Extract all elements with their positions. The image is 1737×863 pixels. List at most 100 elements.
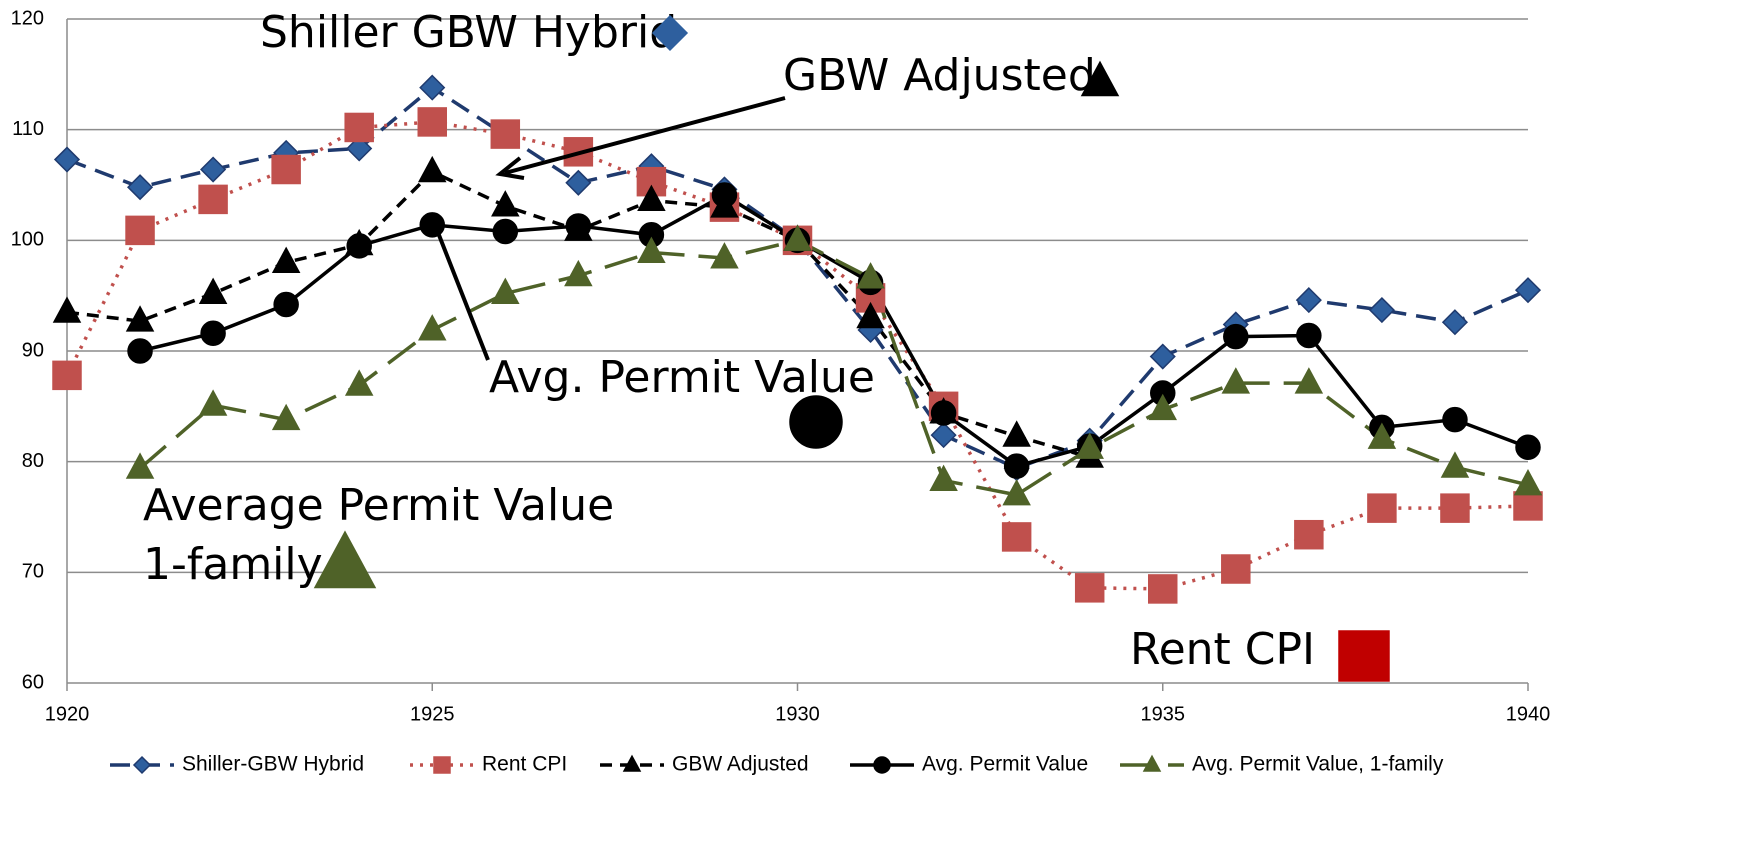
marker bbox=[273, 291, 299, 318]
marker bbox=[1002, 478, 1031, 506]
marker bbox=[127, 338, 153, 364]
marker bbox=[1074, 573, 1105, 603]
marker bbox=[53, 146, 81, 173]
marker bbox=[1001, 522, 1032, 552]
marker bbox=[856, 262, 885, 289]
y-tick-label: 70 bbox=[22, 561, 44, 583]
marker bbox=[1148, 393, 1178, 421]
marker bbox=[1338, 630, 1390, 682]
legend-label: Shiller-GBW Hybrid bbox=[182, 753, 364, 776]
marker bbox=[125, 305, 155, 332]
marker bbox=[930, 422, 957, 449]
marker bbox=[1513, 491, 1543, 521]
x-tick-label: 1925 bbox=[410, 703, 455, 725]
marker bbox=[1442, 406, 1468, 433]
arrow-head bbox=[495, 156, 525, 180]
legend-label: GBW Adjusted bbox=[672, 753, 809, 776]
marker bbox=[930, 400, 957, 426]
marker bbox=[1075, 432, 1104, 459]
marker bbox=[622, 754, 642, 772]
marker bbox=[417, 107, 447, 137]
marker bbox=[125, 452, 155, 479]
marker bbox=[1514, 277, 1542, 304]
marker bbox=[565, 213, 592, 239]
marker bbox=[198, 389, 228, 416]
marker bbox=[419, 74, 446, 101]
marker bbox=[711, 182, 738, 208]
arrow bbox=[504, 96, 786, 175]
marker bbox=[1367, 422, 1397, 449]
marker bbox=[271, 154, 301, 185]
marker bbox=[1221, 554, 1251, 584]
marker bbox=[198, 277, 228, 304]
marker bbox=[565, 169, 592, 196]
marker bbox=[1080, 60, 1120, 97]
marker bbox=[1296, 322, 1322, 349]
annotation: Rent CPI bbox=[1130, 624, 1315, 675]
marker bbox=[637, 236, 666, 264]
marker bbox=[433, 756, 451, 774]
marker bbox=[271, 246, 301, 273]
marker bbox=[344, 369, 374, 396]
marker bbox=[200, 156, 227, 183]
marker bbox=[1223, 323, 1249, 350]
marker bbox=[132, 755, 152, 775]
marker bbox=[52, 360, 82, 391]
x-tick-label: 1920 bbox=[45, 703, 90, 725]
marker bbox=[651, 14, 689, 52]
marker bbox=[417, 155, 447, 183]
legend: Shiller-GBW Hybrid Rent CPI GBW Adjusted Av… bbox=[110, 753, 1444, 776]
marker bbox=[1441, 309, 1469, 336]
marker bbox=[1368, 296, 1395, 324]
marker bbox=[271, 403, 301, 431]
marker bbox=[856, 301, 885, 329]
marker bbox=[1294, 519, 1324, 550]
y-tick-label: 110 bbox=[12, 118, 44, 140]
y-tick-label: 80 bbox=[22, 450, 44, 472]
legend-label: Rent CPI bbox=[482, 753, 567, 776]
y-tick-label: 60 bbox=[22, 671, 44, 693]
marker bbox=[1002, 420, 1031, 447]
annotation: Average Permit Value bbox=[143, 480, 614, 531]
marker bbox=[417, 314, 447, 341]
marker bbox=[125, 215, 155, 246]
series-line bbox=[138, 238, 1529, 497]
annotations: Shiller GBW Hybrid GBW Adjusted Avg. Permi… bbox=[143, 7, 1390, 682]
marker bbox=[564, 259, 593, 287]
marker bbox=[490, 119, 521, 149]
marker bbox=[637, 184, 666, 211]
x-tick-label: 1930 bbox=[775, 703, 820, 725]
marker bbox=[783, 224, 812, 251]
marker bbox=[1294, 367, 1324, 394]
annotation: 1-family bbox=[143, 539, 323, 590]
annotation: GBW Adjusted bbox=[783, 50, 1096, 101]
x-tick-label: 1935 bbox=[1141, 703, 1186, 725]
marker bbox=[1295, 287, 1322, 314]
marker bbox=[198, 184, 228, 215]
marker bbox=[873, 756, 891, 774]
marker bbox=[1221, 367, 1251, 394]
arrow bbox=[435, 229, 490, 361]
marker bbox=[419, 212, 445, 238]
annotation: Shiller GBW Hybrid bbox=[260, 7, 677, 58]
marker bbox=[52, 296, 82, 323]
series bbox=[52, 74, 1543, 604]
marker bbox=[346, 135, 373, 162]
y-tick-label: 100 bbox=[11, 229, 44, 251]
marker bbox=[1148, 574, 1178, 604]
marker bbox=[344, 112, 374, 143]
marker bbox=[710, 242, 739, 269]
y-tick-label: 120 bbox=[11, 7, 44, 29]
legend-label: Avg. Permit Value bbox=[922, 753, 1088, 776]
marker bbox=[491, 190, 520, 217]
marker bbox=[492, 218, 519, 245]
marker bbox=[929, 464, 958, 491]
marker bbox=[491, 277, 520, 304]
marker bbox=[1367, 493, 1397, 523]
marker bbox=[126, 174, 154, 201]
marker bbox=[1513, 469, 1543, 496]
marker bbox=[1142, 754, 1162, 772]
marker bbox=[200, 320, 226, 347]
marker bbox=[1440, 493, 1470, 523]
